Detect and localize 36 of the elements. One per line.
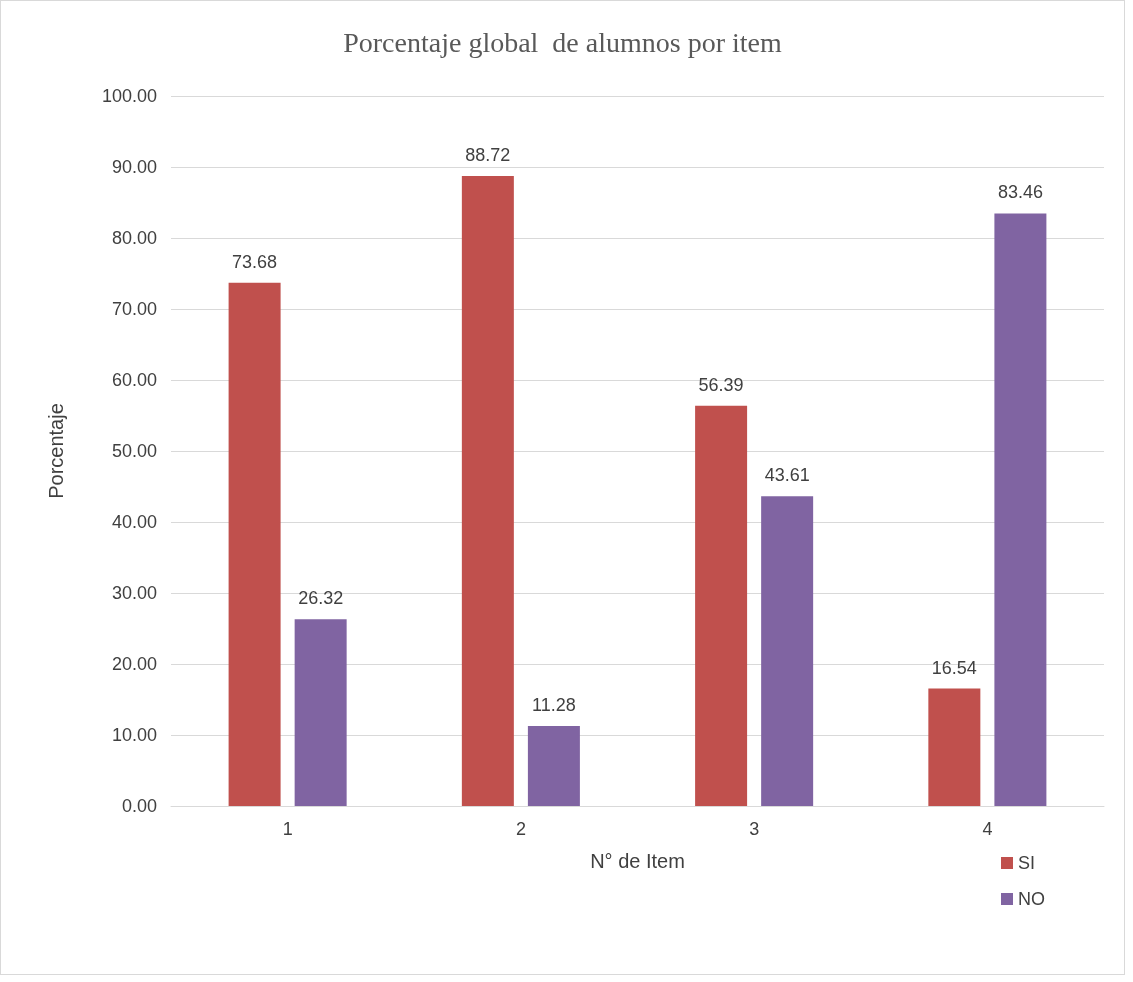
legend-label: SI: [1018, 853, 1036, 873]
bar: [994, 213, 1047, 806]
x-tick-label: 2: [515, 819, 526, 839]
data-label: 73.68: [232, 251, 278, 272]
y-tick-label: 80.00: [111, 228, 157, 248]
y-tick-label: 0.00: [121, 796, 157, 816]
data-label: 56.39: [698, 374, 744, 395]
y-tick-label: 90.00: [111, 157, 157, 177]
bar: [928, 688, 981, 806]
bar: [527, 725, 580, 806]
bar: [461, 176, 514, 806]
y-tick-label: 100.00: [101, 86, 157, 106]
data-label: 26.32: [298, 588, 344, 609]
data-label: 11.28: [532, 694, 576, 715]
y-axis-title: Porcentaje: [45, 403, 67, 499]
data-label: 88.72: [465, 145, 511, 166]
bar: [761, 496, 814, 806]
x-tick-label: 3: [749, 819, 760, 839]
data-label: 83.46: [997, 182, 1043, 203]
bar: [228, 282, 281, 806]
data-label: 43.61: [764, 465, 810, 486]
y-tick-label: 50.00: [111, 441, 157, 461]
y-tick-label: 40.00: [111, 512, 157, 532]
x-tick-label: 4: [982, 819, 993, 839]
y-tick-label: 20.00: [111, 654, 157, 674]
y-tick-label: 70.00: [111, 299, 157, 319]
y-tick-label: 60.00: [111, 370, 157, 390]
y-tick-label: 30.00: [111, 583, 157, 603]
chart-title: Porcentaje global de alumnos por item: [343, 26, 782, 58]
x-axis-title: N° de Item: [590, 850, 685, 872]
x-tick-label: 1: [282, 819, 293, 839]
bar: [294, 619, 347, 806]
data-label: 16.54: [931, 657, 977, 678]
bar: [695, 405, 748, 806]
y-tick-label: 10.00: [111, 725, 157, 745]
legend-label: NO: [1018, 889, 1045, 909]
